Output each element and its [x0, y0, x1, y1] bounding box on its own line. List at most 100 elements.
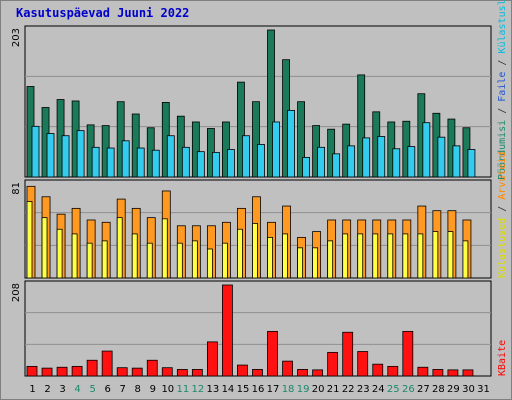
day-label-1: 1 [29, 384, 35, 395]
legend-entry: KBaite [497, 339, 508, 376]
bar-visits-day-11 [176, 242, 183, 279]
bar-kbytes-day-30 [462, 369, 474, 377]
day-label-17: 17 [267, 384, 280, 395]
panel-1-max-label: 203 [11, 28, 22, 47]
bar-visits-day-13 [206, 248, 213, 279]
day-label-14: 14 [222, 384, 235, 395]
bar-visits-day-6 [101, 240, 108, 279]
bar-kbytes-day-21 [327, 351, 339, 377]
bar-kbytes-day-26 [402, 330, 414, 377]
bar-hits-day-19 [297, 101, 305, 178]
day-label-15: 15 [237, 384, 250, 395]
bar-visits-day-27 [417, 233, 424, 279]
legend-entry: / [497, 101, 508, 120]
bar-pages-day-8 [136, 147, 145, 178]
bar-pages-day-25 [392, 148, 401, 178]
bar-hits-day-7 [116, 101, 125, 178]
day-label-12: 12 [192, 384, 205, 395]
bar-kbytes-day-10 [161, 367, 173, 377]
bar-visits-day-21 [327, 240, 334, 279]
bar-kbytes-day-13 [206, 341, 218, 377]
bar-kbytes-day-11 [176, 369, 188, 377]
day-label-16: 16 [252, 384, 265, 395]
day-label-25: 25 [387, 384, 400, 395]
bar-hits-day-16 [252, 101, 260, 178]
bar-kbytes-day-19 [297, 369, 308, 377]
bar-pages-day-20 [317, 146, 326, 178]
bar-kbytes-day-20 [312, 369, 324, 377]
bar-kbytes-day-8 [131, 367, 143, 377]
day-label-6: 6 [104, 384, 110, 395]
bar-kbytes-day-7 [116, 367, 128, 377]
day-label-28: 28 [432, 384, 445, 395]
legend-entry: / [497, 53, 508, 72]
bar-kbytes-day-23 [357, 351, 369, 377]
bar-visits-day-9 [146, 242, 153, 279]
bar-pages-day-18 [287, 109, 295, 178]
bar-hits-day-23 [357, 74, 366, 178]
day-label-31: 31 [477, 384, 490, 395]
day-label-7: 7 [120, 384, 126, 395]
bar-visits-day-16 [252, 223, 258, 279]
bar-pages-day-29 [452, 145, 461, 178]
bar-pages-day-22 [347, 145, 356, 178]
day-label-23: 23 [357, 384, 370, 395]
bar-pages-day-19 [302, 157, 310, 178]
bar-kbytes-day-2 [41, 367, 53, 377]
day-label-18: 18 [282, 384, 295, 395]
bar-kbytes-day-18 [282, 360, 293, 377]
day-label-9: 9 [150, 384, 156, 395]
bar-kbytes-day-15 [237, 364, 248, 377]
bar-visits-day-29 [447, 231, 454, 279]
bar-pages-day-2 [46, 133, 55, 178]
legend-entry: Arvuteid [497, 151, 508, 200]
bar-visits-day-24 [372, 233, 379, 279]
bar-visits-day-14 [222, 242, 228, 279]
bar-visits-day-17 [267, 236, 273, 279]
legend-entry: / [497, 199, 508, 218]
bar-visits-day-7 [116, 217, 123, 279]
bar-pages-day-27 [422, 122, 431, 178]
legend-entry: Külastused [497, 217, 508, 278]
bar-pages-day-5 [91, 146, 100, 178]
bar-kbytes-day-16 [252, 369, 263, 377]
bar-pages-day-6 [106, 147, 115, 178]
bar-kbytes-day-12 [191, 369, 203, 377]
legend-panel3: KBaite [497, 340, 508, 376]
bar-kbytes-day-27 [417, 366, 429, 377]
bar-visits-day-28 [432, 231, 439, 279]
bar-kbytes-day-5 [86, 359, 98, 377]
day-label-19: 19 [297, 384, 310, 395]
legend-entry: Külastuslehti [497, 0, 508, 54]
bar-visits-day-12 [191, 240, 198, 279]
panel-3-max-label: 208 [11, 283, 22, 302]
bar-pages-day-17 [272, 121, 280, 178]
bar-kbytes-day-25 [387, 365, 399, 377]
bar-kbytes-day-4 [71, 365, 83, 377]
bar-kbytes-day-9 [146, 359, 158, 377]
bar-visits-day-3 [56, 228, 63, 279]
bar-pages-day-21 [332, 153, 341, 178]
bar-visits-day-26 [402, 233, 409, 279]
panel-2-max-label: 81 [11, 182, 22, 195]
day-label-11: 11 [176, 384, 189, 395]
bar-kbytes-day-6 [101, 350, 113, 377]
bar-pages-day-12 [196, 151, 205, 178]
bar-hits-day-8 [131, 113, 140, 178]
bar-visits-day-25 [387, 233, 394, 279]
bar-pages-day-13 [211, 151, 220, 178]
day-label-30: 30 [462, 384, 475, 395]
bar-visits-day-19 [297, 247, 303, 279]
bar-kbytes-day-22 [342, 331, 354, 377]
day-label-21: 21 [327, 384, 340, 395]
day-label-20: 20 [312, 384, 325, 395]
day-label-5: 5 [89, 384, 95, 395]
bar-pages-day-9 [151, 149, 160, 178]
day-label-13: 13 [207, 384, 220, 395]
bar-pages-day-16 [257, 144, 265, 178]
bar-kbytes-day-28 [432, 369, 444, 377]
bar-kbytes-day-1 [26, 365, 38, 377]
day-label-24: 24 [372, 384, 385, 395]
bar-visits-day-20 [312, 247, 319, 279]
